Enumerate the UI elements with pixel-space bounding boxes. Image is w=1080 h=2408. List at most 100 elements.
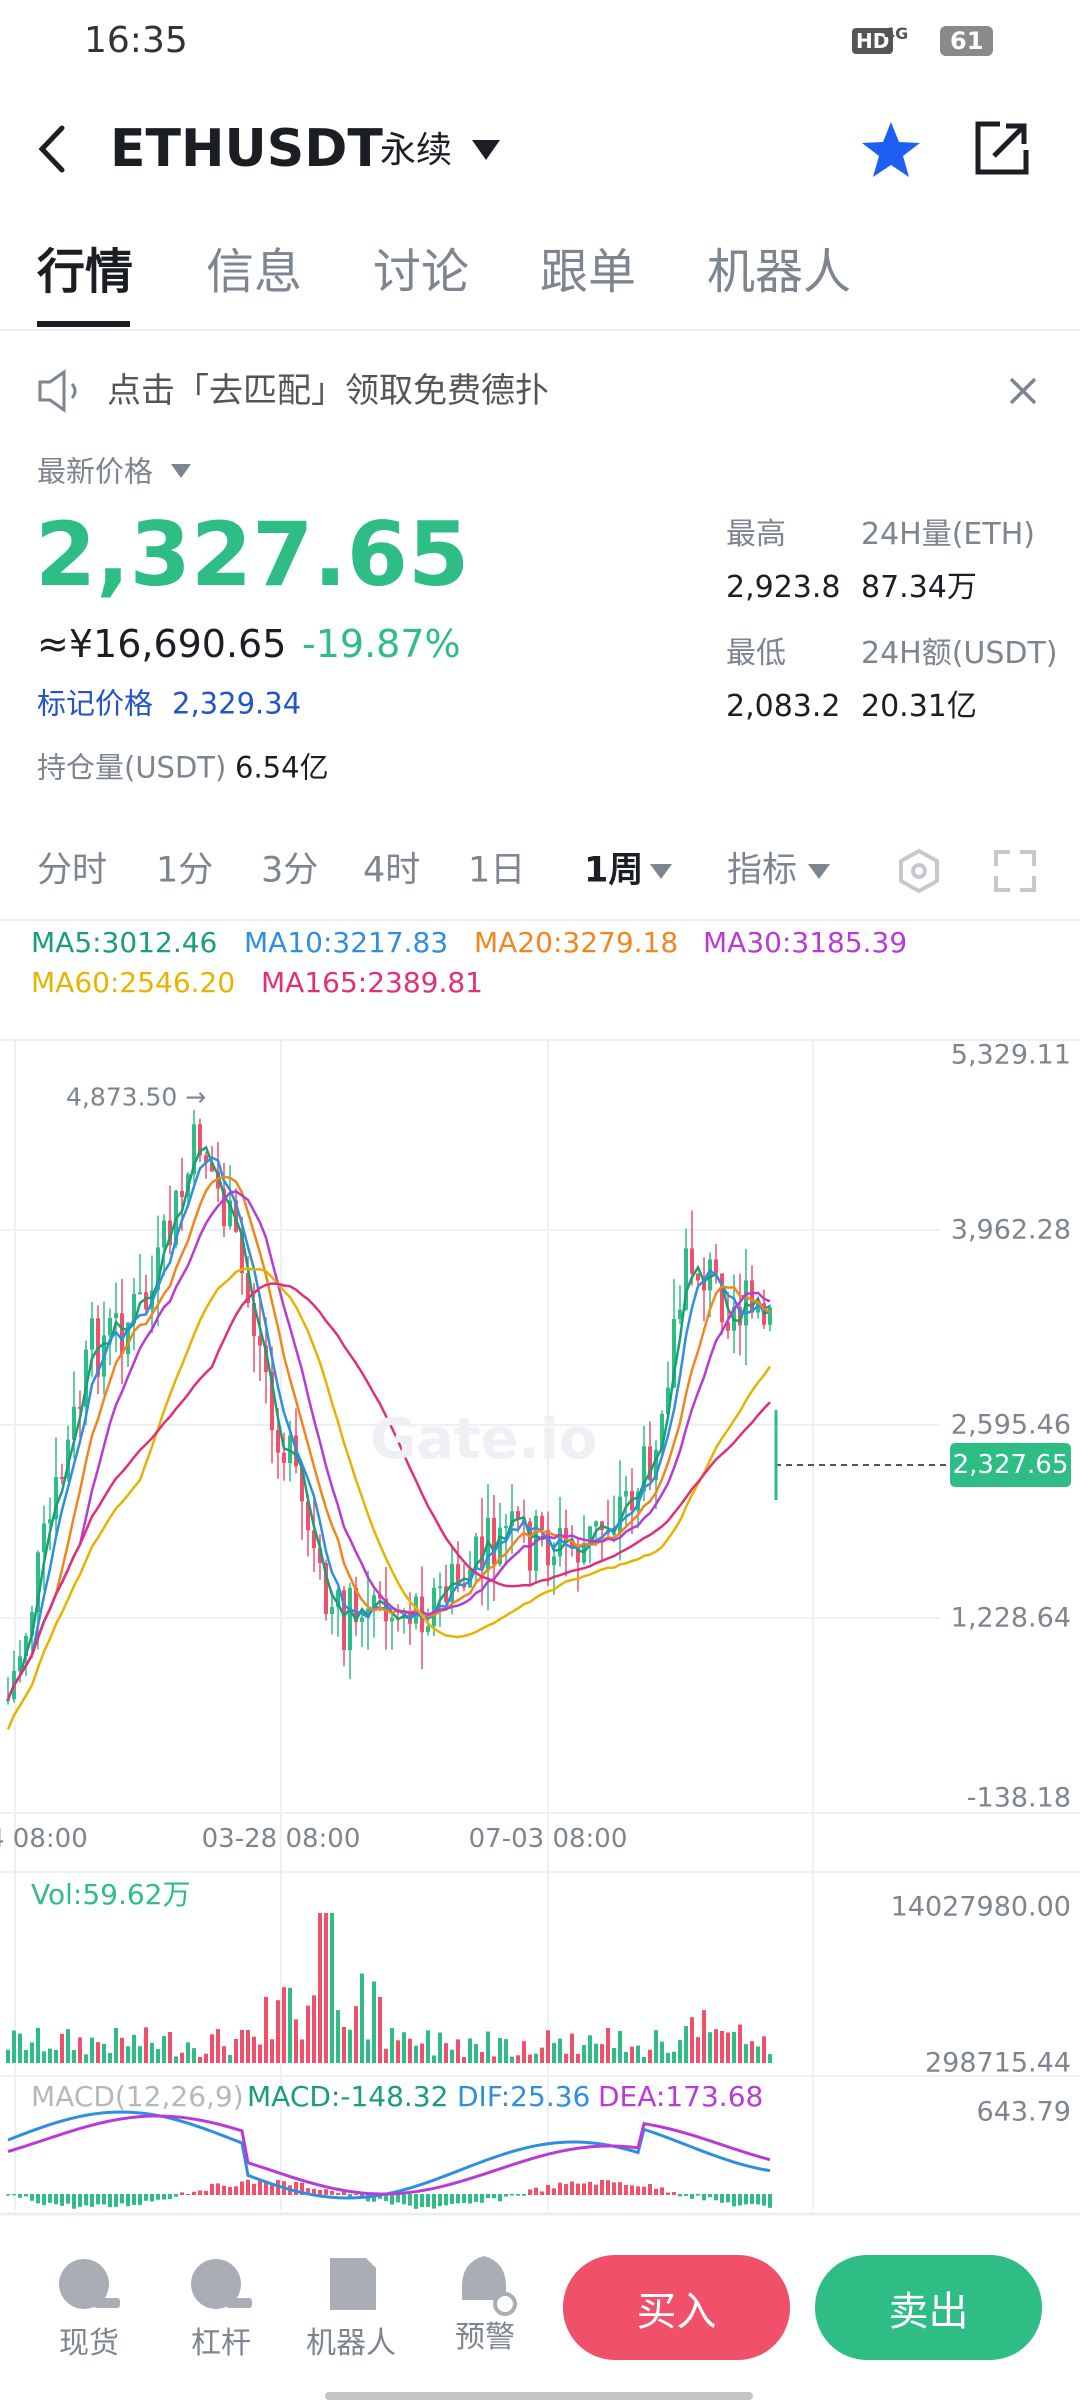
candle xyxy=(108,1317,112,1336)
candle xyxy=(432,1587,436,1627)
candle xyxy=(756,1303,760,1313)
nav-item[interactable]: 现货 xyxy=(59,2326,119,2361)
dropdown-icon[interactable] xyxy=(171,464,191,478)
candle xyxy=(162,1220,166,1248)
macd-bar xyxy=(540,2191,544,2195)
share-icon[interactable] xyxy=(975,121,1029,175)
volume-bar xyxy=(198,2056,202,2063)
candle xyxy=(750,1280,754,1313)
interval[interactable]: 4时 xyxy=(363,850,421,891)
candle xyxy=(330,1607,334,1614)
interval[interactable]: 1日 xyxy=(468,850,526,891)
contract-type[interactable]: 永续 xyxy=(380,130,453,171)
macd-bar xyxy=(228,2186,232,2195)
price-axis-label: 5,329.11 xyxy=(950,1039,1071,1071)
candle xyxy=(354,1587,358,1623)
nav-item[interactable]: 机器人 xyxy=(306,2326,396,2361)
sell-button[interactable] xyxy=(815,2255,1042,2360)
close-icon[interactable] xyxy=(1009,377,1037,405)
candle xyxy=(270,1371,274,1431)
volume-bar xyxy=(570,2033,574,2063)
candle xyxy=(390,1617,394,1622)
volume-bar xyxy=(744,2044,748,2063)
ma-line xyxy=(6,1190,771,1700)
dropdown-icon[interactable] xyxy=(472,140,500,160)
star-icon[interactable] xyxy=(862,122,920,177)
volume-bar xyxy=(630,2046,634,2063)
back-icon[interactable] xyxy=(38,125,65,173)
volume-bar xyxy=(120,2037,124,2063)
tab[interactable]: 机器人 xyxy=(707,244,852,300)
ma-legend: MA30:3185.39 xyxy=(703,926,908,959)
volume-bar xyxy=(54,2050,58,2063)
volume-bar xyxy=(252,2036,256,2063)
candle xyxy=(36,1552,40,1613)
tab[interactable]: 跟单 xyxy=(540,244,637,300)
price-axis-label: -138.18 xyxy=(966,1782,1071,1814)
buy-button[interactable] xyxy=(563,2255,790,2360)
tab[interactable]: 讨论 xyxy=(373,244,470,300)
volume-bar xyxy=(42,2051,46,2063)
macd-bar xyxy=(732,2194,736,2207)
candle xyxy=(366,1608,370,1618)
macd-bar xyxy=(672,2192,676,2195)
candle xyxy=(612,1532,616,1535)
nav-item[interactable]: 杠杆 xyxy=(191,2326,251,2361)
macd-bar xyxy=(144,2194,148,2201)
volume-bar xyxy=(372,1981,376,2063)
candle xyxy=(84,1349,88,1408)
candle xyxy=(198,1124,202,1156)
buy-label[interactable]: 买入 xyxy=(636,2288,717,2335)
time-axis-label: 03-28 08:00 xyxy=(201,1824,361,1854)
fullscreen-icon[interactable] xyxy=(994,850,1036,892)
macd-bar xyxy=(360,2194,364,2197)
tab[interactable]: 行情 xyxy=(37,244,134,300)
interval[interactable]: 1周 xyxy=(584,850,644,891)
macd-bar xyxy=(192,2191,196,2195)
interval[interactable]: 分时 xyxy=(37,850,108,891)
macd-bar xyxy=(258,2180,262,2195)
volume-bar xyxy=(576,2053,580,2063)
candle xyxy=(426,1626,430,1633)
mark-price: 2,329.34 xyxy=(172,686,302,721)
volume-bar xyxy=(126,2046,130,2063)
volume-bar xyxy=(396,2040,400,2063)
macd-bar xyxy=(444,2194,448,2206)
volume-bar xyxy=(66,2029,70,2063)
macd-bar xyxy=(528,2189,532,2195)
volume-bar xyxy=(522,2041,526,2063)
volume-bar xyxy=(18,2033,22,2063)
tab[interactable]: 信息 xyxy=(206,244,303,300)
macd-bar xyxy=(522,2194,526,2196)
macd-bar xyxy=(462,2194,466,2204)
interval[interactable]: 3分 xyxy=(261,850,319,891)
candle xyxy=(240,1231,244,1274)
price-axis-label: 1,228.64 xyxy=(950,1602,1071,1634)
macd-bar xyxy=(300,2182,304,2195)
candle xyxy=(438,1586,442,1589)
nav-icons xyxy=(59,2256,517,2316)
dropdown-icon[interactable] xyxy=(808,864,830,879)
candle xyxy=(576,1547,580,1563)
macd-bar xyxy=(486,2194,490,2199)
ma-legend: MA60:2546.20 xyxy=(31,966,236,999)
macd-bar xyxy=(582,2183,586,2195)
price-axis-label: 3,962.28 xyxy=(950,1214,1071,1246)
nav-item[interactable]: 预警 xyxy=(455,2320,515,2355)
volume-bar xyxy=(546,2030,550,2063)
indicator[interactable]: 指标 xyxy=(727,850,798,891)
volume-bar xyxy=(474,2044,478,2063)
macd-bar xyxy=(264,2183,268,2195)
ma-line xyxy=(6,1282,771,1700)
candle xyxy=(348,1587,352,1651)
macd-bar xyxy=(108,2194,112,2208)
settings-icon[interactable] xyxy=(899,848,939,894)
interval[interactable]: 1分 xyxy=(156,850,214,891)
sell-label[interactable]: 卖出 xyxy=(888,2288,969,2335)
ma-legend: MA10:3217.83 xyxy=(244,926,449,959)
candle xyxy=(504,1525,508,1528)
dropdown-icon[interactable] xyxy=(650,864,672,879)
candle xyxy=(6,1699,10,1702)
notice[interactable]: 点击「去匹配」领取免费德扑 xyxy=(107,371,549,411)
candle xyxy=(372,1595,376,1609)
